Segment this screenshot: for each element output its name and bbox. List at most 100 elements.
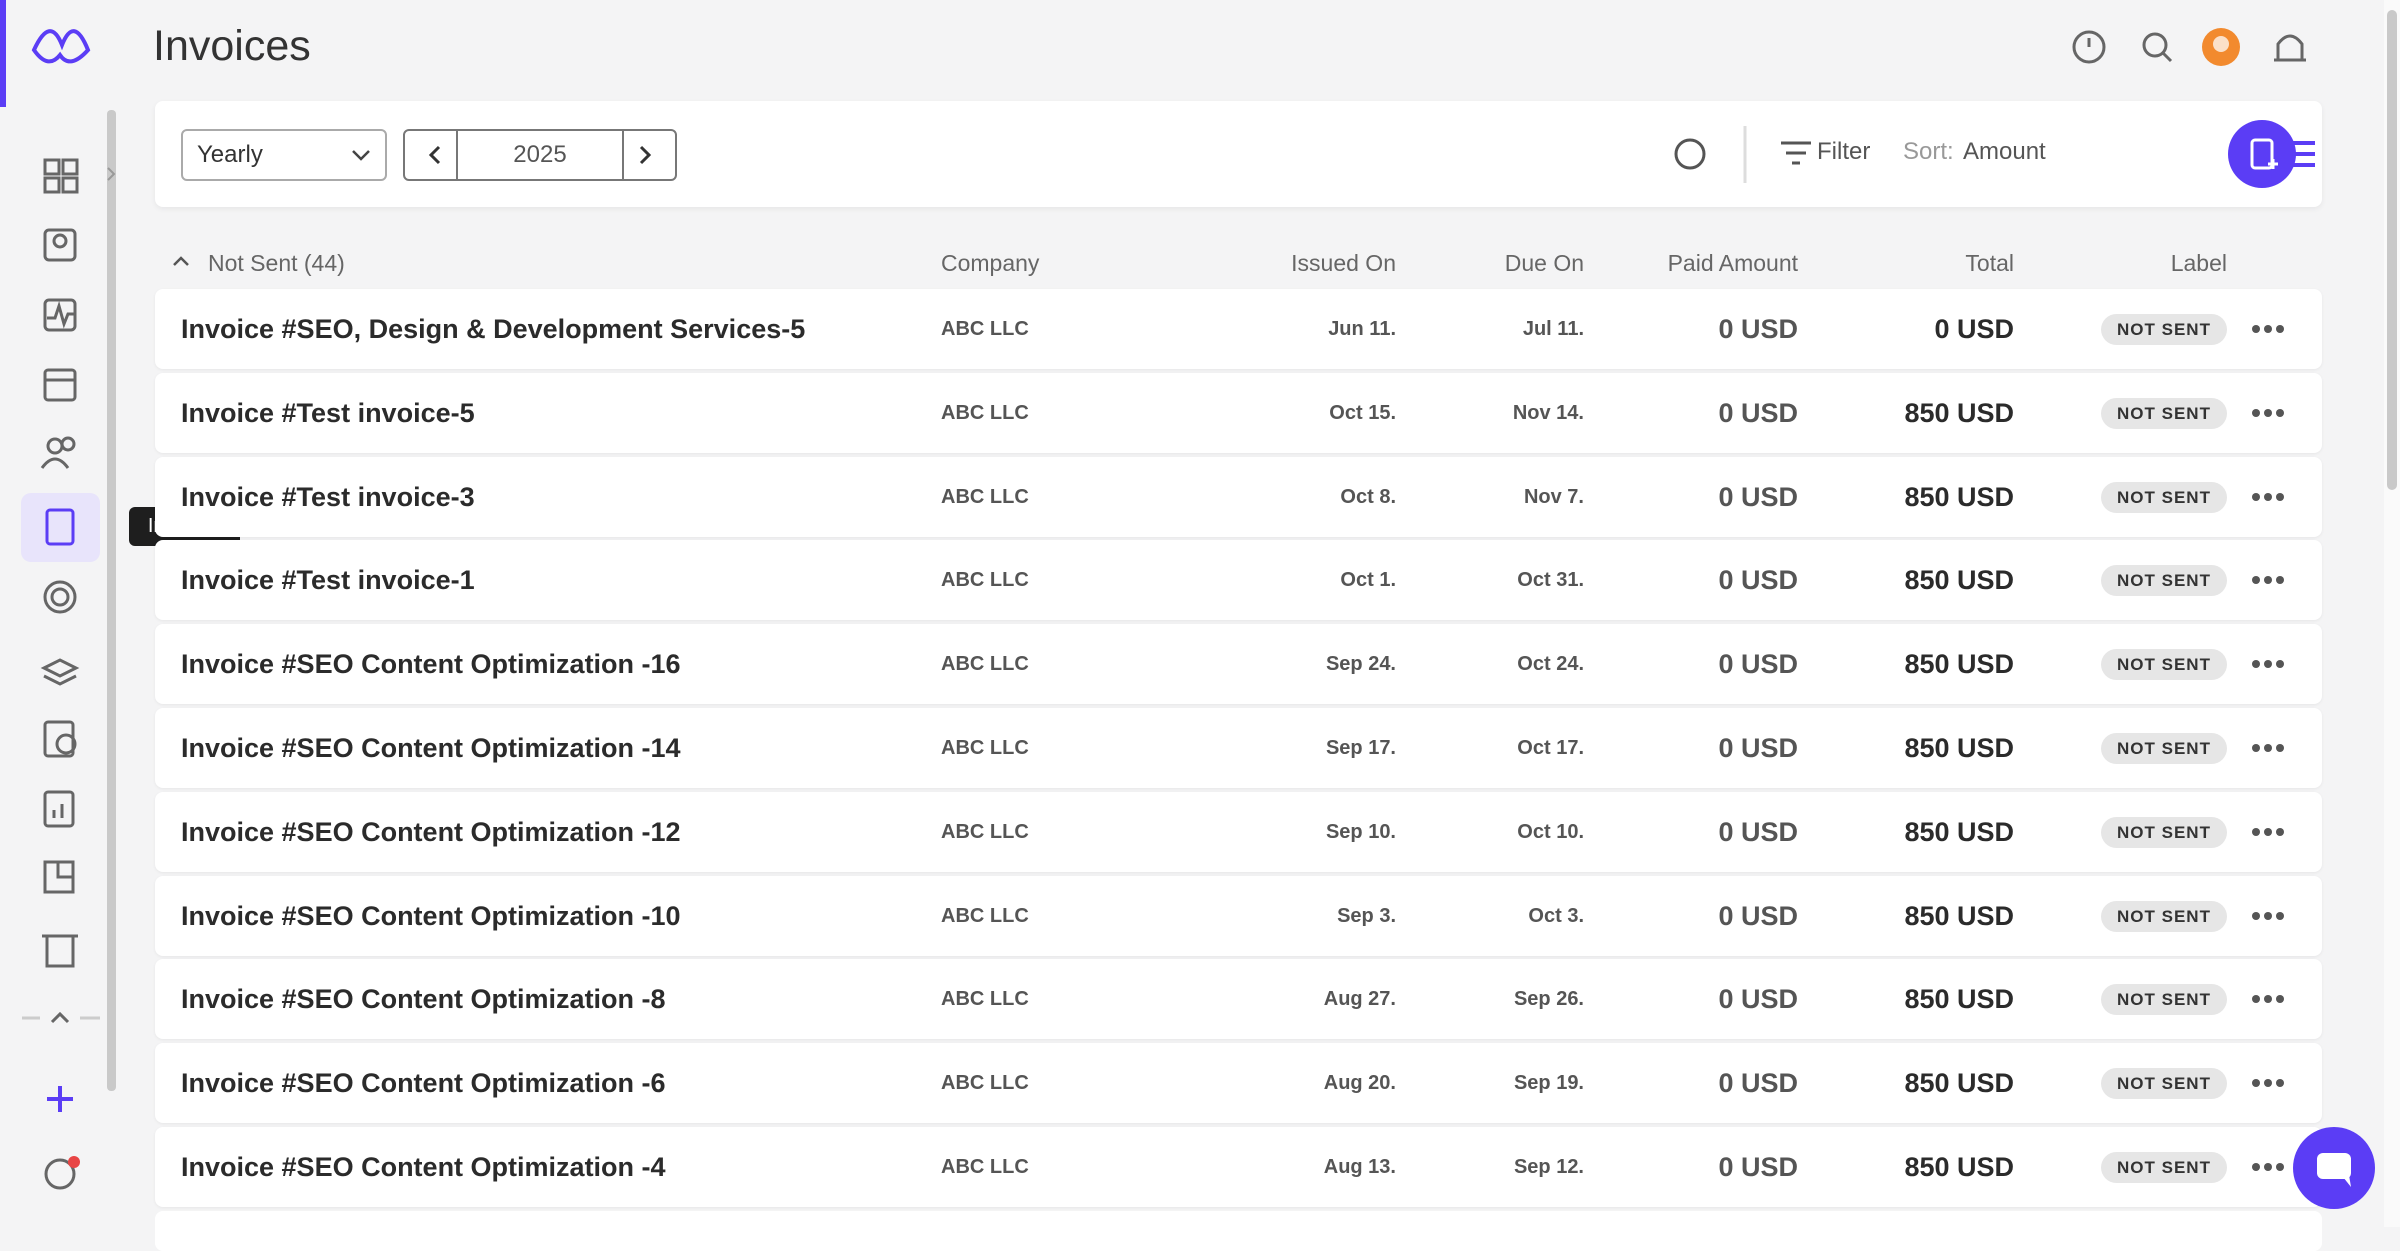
- paid-amount: 0 USD: [1718, 1152, 1798, 1182]
- dots-icon: [2252, 827, 2284, 836]
- invoice-name: Invoice #SEO Content Optimization -8: [181, 984, 666, 1015]
- issued-on: Aug 20.: [1323, 1072, 1396, 1095]
- chat-button[interactable]: [2293, 1127, 2375, 1209]
- company: ABC LLC: [941, 1072, 1029, 1095]
- status-badge: NOT SENT: [2101, 984, 2227, 1016]
- invoice-row[interactable]: Invoice #Test invoice-3 ABC LLC Oct 8. Nov …: [155, 456, 2322, 537]
- sort-value[interactable]: Amount: [1963, 138, 2046, 165]
- stepper-arrows[interactable]: [405, 131, 675, 179]
- invoice-name: Invoice #Test invoice-3: [181, 481, 475, 512]
- invoice-name: Invoice #SEO, Design & Development Servi…: [181, 314, 806, 344]
- issued-on: Oct 8.: [1340, 485, 1396, 508]
- total: 850 USD: [1904, 900, 2014, 931]
- row-menu[interactable]: [2248, 1068, 2288, 1098]
- paid-amount: 0 USD: [1718, 649, 1798, 680]
- company: ABC LLC: [941, 485, 1029, 508]
- invoice-row[interactable]: Invoice #SEO Content Optimization -14 ABC…: [155, 708, 2322, 788]
- company: ABC LLC: [941, 988, 1029, 1011]
- row-menu[interactable]: [2248, 1152, 2288, 1182]
- due-on: Sep 12.: [1513, 1156, 1584, 1178]
- total: 850 USD: [1904, 481, 2014, 512]
- paid-amount: 0 USD: [1718, 1068, 1798, 1099]
- top-icons: [2072, 28, 2306, 66]
- invoice-row[interactable]: Invoice #SEO Content Optimization -4 ABC …: [155, 1127, 2322, 1207]
- total: 850 USD: [1904, 1068, 2014, 1099]
- year: 2025: [513, 141, 567, 168]
- total: 850 USD: [1904, 984, 2014, 1015]
- add-invoice-button[interactable]: [2228, 120, 2296, 188]
- due-on: Oct 3.: [1528, 904, 1584, 927]
- company: ABC LLC: [941, 401, 1029, 424]
- invoice-name: Invoice #SEO Content Optimization -14: [181, 733, 681, 763]
- invoice-name: Invoice #Test invoice-5: [181, 397, 475, 428]
- paid-amount: 0 USD: [1718, 984, 1798, 1015]
- issued-on: Sep 24.: [1325, 653, 1396, 676]
- company: ABC LLC: [941, 737, 1029, 759]
- row-menu[interactable]: [2248, 649, 2288, 679]
- invoice-row[interactable]: Invoice #SEO Content Optimization -12 ABC…: [155, 791, 2322, 872]
- status-badge: NOT SENT: [2101, 397, 2227, 429]
- page-title: Invoices: [153, 22, 311, 70]
- sidebar-icons: [21, 29, 116, 1190]
- due-on: Jul 11.: [1522, 318, 1584, 340]
- row-menu[interactable]: [2248, 733, 2288, 763]
- invoice-row[interactable]: Invoice #SEO, Design & Development Servi…: [155, 289, 2322, 369]
- sidebar: [0, 0, 119, 1227]
- issued-on: Aug 13.: [1323, 1156, 1396, 1178]
- invoice-row[interactable]: Invoice #Test invoice-5 ABC LLC Oct 15. Nov…: [155, 372, 2322, 453]
- company: ABC LLC: [941, 904, 1029, 927]
- row-menu[interactable]: [2248, 482, 2288, 512]
- invoice-row[interactable]: Invoice #SEO Content Optimization -16 ABC…: [155, 624, 2322, 705]
- period-select[interactable]: Yearly: [181, 129, 387, 181]
- status-badge: NOT SENT: [2101, 733, 2227, 764]
- invoice-name: Invoice #SEO Content Optimization -10: [181, 900, 681, 931]
- invoice-row[interactable]: Invoice #SEO Content Optimization -6 ABC …: [155, 1043, 2322, 1124]
- column-header: Paid Amount: [1667, 250, 1798, 276]
- invoice-name: Invoice #SEO Content Optimization -12: [181, 816, 681, 847]
- filter[interactable]: Filter: [1817, 138, 1871, 165]
- paid-amount: 0 USD: [1718, 565, 1798, 596]
- status-badge: NOT SENT: [2101, 1152, 2227, 1183]
- row-partial: [155, 1211, 2322, 1251]
- due-on: Oct 10.: [1517, 820, 1584, 843]
- total: 850 USD: [1904, 649, 2014, 680]
- status-badge: NOT SENT: [2101, 816, 2227, 848]
- column-header: Due On: [1504, 250, 1584, 276]
- invoice-row[interactable]: Invoice #SEO Content Optimization -10 ABC…: [155, 875, 2322, 956]
- collapse-chevron[interactable]: [170, 251, 194, 271]
- company: ABC LLC: [941, 820, 1029, 843]
- due-on: Oct 31.: [1517, 569, 1584, 592]
- dots-icon: [2252, 660, 2284, 669]
- total: 850 USD: [1904, 565, 2014, 596]
- company: ABC LLC: [941, 1156, 1029, 1178]
- invoice-row[interactable]: Invoice #SEO Content Optimization -8 ABC …: [155, 959, 2322, 1040]
- issued-on: Sep 10.: [1325, 820, 1396, 843]
- row-menu[interactable]: [2248, 314, 2288, 344]
- invoice-name: Invoice #SEO Content Optimization -16: [181, 649, 681, 680]
- status-badge: NOT SENT: [2101, 1068, 2227, 1100]
- row-menu[interactable]: [2248, 398, 2288, 428]
- sort-label: Sort:: [1903, 138, 1954, 165]
- status-badge: NOT SENT: [2101, 565, 2227, 597]
- column-header: Label: [2170, 250, 2227, 276]
- due-on: Nov 7.: [1523, 485, 1584, 508]
- row-menu[interactable]: [2248, 901, 2288, 931]
- row-menu[interactable]: [2248, 817, 2288, 847]
- status-badge: NOT SENT: [2101, 649, 2227, 681]
- invoice-name: Invoice #Test invoice-1: [181, 565, 475, 596]
- column-header: Issued On: [1291, 250, 1396, 276]
- row-menu[interactable]: [2248, 984, 2288, 1014]
- paid-amount: 0 USD: [1718, 900, 1798, 931]
- dots-icon: [2252, 576, 2284, 585]
- paid-amount: 0 USD: [1718, 481, 1798, 512]
- issued-on: Oct 15.: [1329, 401, 1396, 424]
- dots-icon: [2252, 1163, 2284, 1171]
- dots-icon: [2252, 408, 2284, 417]
- year-stepper: 2025: [403, 129, 677, 181]
- dots-icon: [2252, 995, 2284, 1004]
- scrollbar-thumb: [2387, 10, 2397, 490]
- invoice-row[interactable]: Invoice #Test invoice-1 ABC LLC Oct 1. Oct …: [155, 540, 2322, 621]
- issued-on: Sep 3.: [1337, 904, 1396, 927]
- row-menu[interactable]: [2248, 565, 2288, 595]
- invoice-name: Invoice #SEO Content Optimization -4: [181, 1152, 666, 1182]
